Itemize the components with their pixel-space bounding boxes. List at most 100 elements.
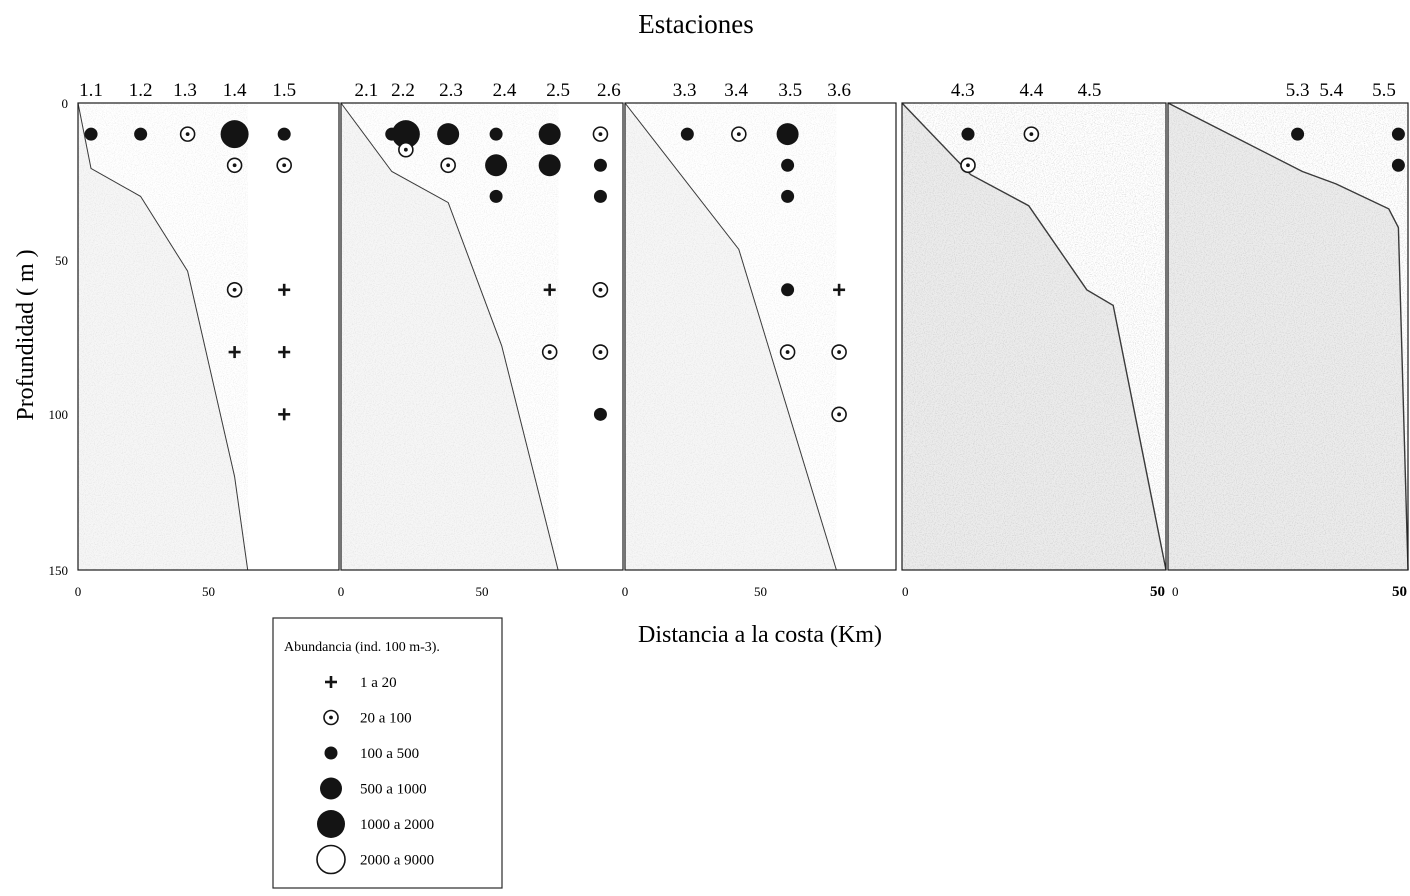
sample-marker-1.5-20m xyxy=(276,157,292,174)
legend-label-c6: 2000 a 9000 xyxy=(360,853,434,869)
panel-2: 2.1 2.2 2.3 2.4 2.5 2.6 0 50 xyxy=(338,80,624,599)
y-tick-100: 100 xyxy=(49,407,69,422)
station-label-2.3: 2.3 xyxy=(439,80,463,101)
legend-title: Abundancia (ind. 100 m-3). xyxy=(284,640,440,655)
station-label-1.2: 1.2 xyxy=(129,80,153,101)
station-label-5.4: 5.4 xyxy=(1319,80,1343,101)
sample-marker-5.3-10m xyxy=(1291,127,1305,141)
station-label-3.5: 3.5 xyxy=(778,80,802,101)
sample-marker-1.2-10m xyxy=(134,127,148,141)
station-label-2.6: 2.6 xyxy=(597,80,621,101)
legend-label-c1: 1 a 20 xyxy=(360,675,397,691)
sample-marker-5.5-10m xyxy=(1391,127,1405,141)
sample-marker-3.5-60m xyxy=(781,283,795,297)
station-label-2.4: 2.4 xyxy=(493,80,517,101)
panel-5: 5.3 5.4 5.5 0 50 xyxy=(1167,80,1409,600)
sample-marker-1.4-10m xyxy=(220,120,249,149)
legend-entry-c5: 1000 a 2000 xyxy=(317,810,434,838)
panel-frame-4 xyxy=(901,102,1167,571)
seabed-texture-5 xyxy=(1168,103,1408,570)
sample-marker-2.6-30m xyxy=(593,189,607,203)
sample-marker-4.4-10m xyxy=(1023,126,1040,142)
seabed-texture-2 xyxy=(341,103,559,570)
station-label-1.3: 1.3 xyxy=(173,80,197,101)
sample-marker-2.2-10m xyxy=(391,120,420,149)
bottom-profile-5 xyxy=(1167,102,1409,571)
sample-marker-3.6-100m xyxy=(831,406,847,423)
panel-frame-1 xyxy=(77,102,340,571)
station-label-2.2: 2.2 xyxy=(391,80,415,101)
sample-marker-3.5-30m xyxy=(781,189,795,203)
x-tick-panel-1-0: 0 xyxy=(75,584,82,599)
sample-marker-1.3-10m xyxy=(179,126,196,142)
station-label-2.5: 2.5 xyxy=(546,80,570,101)
sample-marker-4.3-20m xyxy=(960,157,976,174)
x-axis-label: Distancia a la costa (Km) xyxy=(638,622,882,648)
panel-frame-2 xyxy=(340,102,624,571)
sample-marker-2.3-10m xyxy=(437,123,460,146)
panel-1: 1.1 1.2 1.3 1.4 1.5 0 50 xyxy=(75,80,340,599)
x-tick-panel-1-50: 50 xyxy=(202,584,215,599)
y-tick-50: 50 xyxy=(55,253,68,268)
sample-marker-3.3-10m xyxy=(680,127,694,141)
legend-entry-c3: 100 a 500 xyxy=(324,746,419,762)
y-axis-label: Profundidad ( m ) xyxy=(13,249,39,420)
station-label-4.5: 4.5 xyxy=(1078,80,1102,101)
station-label-5.3: 5.3 xyxy=(1286,80,1310,101)
legend-entry-c2: 20 a 100 xyxy=(323,709,412,727)
sample-marker-1.1-10m xyxy=(84,127,98,141)
legend-symbol-c6 xyxy=(316,844,346,875)
station-label-1.5: 1.5 xyxy=(272,80,296,101)
station-label-2.1: 2.1 xyxy=(355,80,379,101)
station-label-1.1: 1.1 xyxy=(79,80,103,101)
sample-marker-2.6-100m xyxy=(593,407,607,421)
chart-title: Estaciones xyxy=(638,9,753,39)
panel-frame-5 xyxy=(1167,102,1409,571)
legend-entry-c1: 1 a 20 xyxy=(325,675,397,691)
sample-marker-2.6-60m xyxy=(592,281,609,298)
x-tick-panel-2-0: 0 xyxy=(338,584,345,599)
bottom-profile-4 xyxy=(901,102,1167,571)
station-label-3.3: 3.3 xyxy=(673,80,697,101)
sample-marker-1.5-10m xyxy=(277,127,291,141)
x-tick-panel-3-50: 50 xyxy=(754,584,767,599)
sample-marker-3.6-80m xyxy=(831,344,847,360)
legend-label-c3: 100 a 500 xyxy=(360,746,419,762)
station-label-4.4: 4.4 xyxy=(1019,80,1043,101)
x-tick-panel-4-50: 50 xyxy=(1150,584,1165,600)
panel-frame-3 xyxy=(624,102,897,571)
sample-marker-2.4-30m xyxy=(489,189,503,203)
x-tick-panel-5-0: 0 xyxy=(1172,584,1179,599)
station-label-1.4: 1.4 xyxy=(223,80,247,101)
seabed-texture-3 xyxy=(625,103,837,570)
sample-marker-1.5-60m xyxy=(278,283,291,296)
sample-marker-2.5-80m xyxy=(541,344,558,360)
x-tick-panel-5-50: 50 xyxy=(1392,584,1407,600)
sample-marker-2.6-10m xyxy=(592,126,609,142)
sample-marker-2.3-20m xyxy=(440,157,456,174)
sample-marker-1.5-80m xyxy=(278,346,291,359)
x-tick-panel-4-0: 0 xyxy=(902,584,909,599)
legend-entry-c6: 2000 a 9000 xyxy=(316,844,434,875)
sample-marker-3.4-10m xyxy=(731,126,747,142)
legend-label-c2: 20 a 100 xyxy=(360,711,412,727)
sample-marker-2.6-20m xyxy=(593,158,607,172)
sample-marker-3.5-80m xyxy=(779,344,796,360)
station-label-3.6: 3.6 xyxy=(827,80,851,101)
sample-marker-1.4-80m xyxy=(228,346,241,359)
panel-3: 3.3 3.4 3.5 3.6 0 50 xyxy=(622,80,897,599)
sample-marker-2.5-60m xyxy=(543,283,556,296)
legend-label-c5: 1000 a 2000 xyxy=(360,817,434,833)
station-label-4.3: 4.3 xyxy=(951,80,975,101)
y-tick-0: 0 xyxy=(62,96,69,111)
x-tick-panel-3-0: 0 xyxy=(622,584,629,599)
sample-marker-4.3-10m xyxy=(961,127,975,141)
legend-entry-c4: 500 a 1000 xyxy=(320,777,427,800)
seabed-texture-1 xyxy=(78,103,248,570)
bottom-profile-1 xyxy=(77,102,249,571)
sample-marker-2.6-80m xyxy=(592,344,609,360)
sample-marker-2.4-10m xyxy=(489,127,503,141)
legend-symbol-c3 xyxy=(324,746,338,760)
legend-label-c4: 500 a 1000 xyxy=(360,782,427,798)
